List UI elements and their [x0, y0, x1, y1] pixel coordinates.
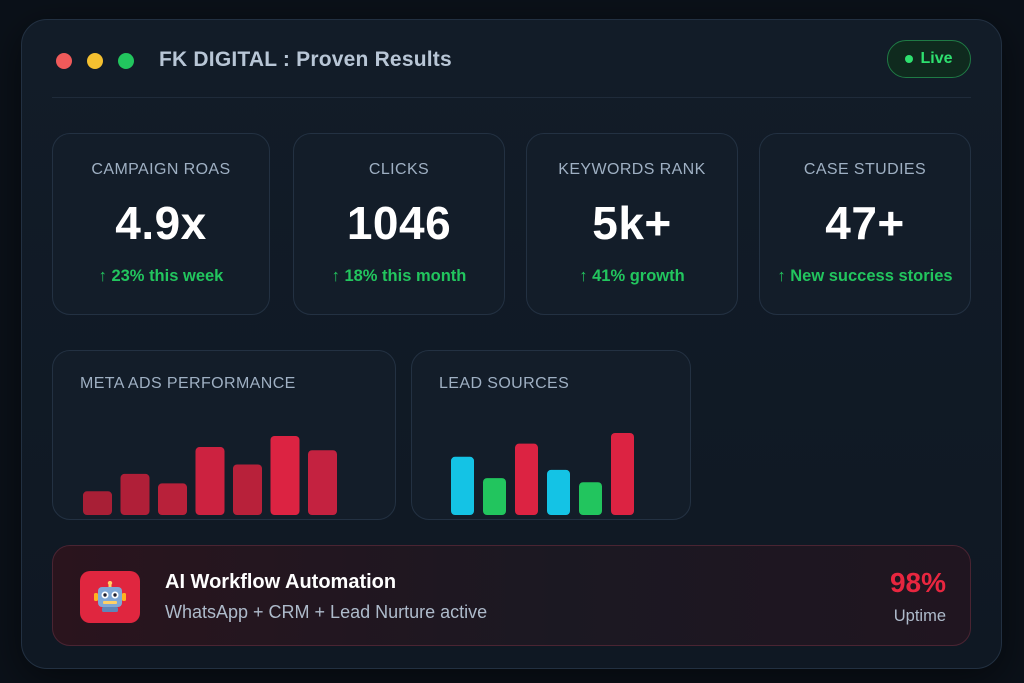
live-indicator-icon: [905, 55, 914, 63]
automation-subtitle: WhatsApp + CRM + Lead Nurture active: [165, 602, 488, 622]
meta-ads-bar-7: [308, 450, 337, 515]
meta-ads-bar-6: [270, 436, 300, 515]
stat-value: 47+: [825, 197, 905, 249]
stat-label: CASE STUDIES: [803, 161, 927, 178]
stat-value: 5k+: [592, 197, 672, 249]
stat-label: CAMPAIGN ROAS: [91, 161, 231, 178]
meta-ads-bar-3: [158, 483, 187, 515]
meta-ads-bar-4: [195, 447, 225, 515]
automation-title: AI Workflow Automation: [165, 571, 397, 593]
chart-card-meta-ads: META ADS PERFORMANCE: [52, 350, 396, 520]
stat-delta: ↑ 41% growth: [579, 267, 685, 285]
chart-title: LEAD SOURCES: [439, 375, 570, 392]
stat-value: 1046: [346, 197, 452, 249]
lead-source-bar-6: [611, 433, 634, 515]
stat-value: 4.9x: [115, 197, 207, 249]
close-window-button[interactable]: [56, 53, 72, 69]
stat-card-campaign-roas: CAMPAIGN ROAS 4.9x ↑ 23% this week: [52, 133, 270, 315]
meta-ads-bar-2: [120, 473, 150, 515]
uptime-label: Uptime: [893, 607, 946, 625]
uptime-value: 98%: [889, 567, 946, 598]
meta-ads-bar-5: [233, 464, 262, 515]
stat-label: KEYWORDS RANK: [558, 161, 706, 178]
stat-card-clicks: CLICKS 1046 ↑ 18% this month: [293, 133, 505, 315]
meta-ads-bar-1: [83, 491, 112, 515]
lead-source-bar-4: [547, 469, 570, 515]
minimize-window-button[interactable]: [87, 53, 103, 69]
chart-card-lead-sources: LEAD SOURCES: [411, 350, 691, 520]
dashboard-window: FK DIGITAL : Proven Results Live CAMPAIG…: [21, 19, 1002, 669]
lead-sources-bar-chart: [451, 433, 634, 515]
robot-icon: [80, 571, 140, 623]
stat-delta: ↑ New success stories: [777, 267, 953, 285]
stat-delta: ↑ 23% this week: [98, 267, 224, 285]
lead-source-bar-2: [483, 478, 506, 515]
window-title: FK DIGITAL : Proven Results: [159, 48, 452, 71]
maximize-window-button[interactable]: [118, 53, 134, 69]
lead-source-bar-1: [451, 456, 474, 515]
stat-label: CLICKS: [368, 161, 430, 178]
lead-source-bar-3: [515, 443, 538, 515]
stat-card-keywords-rank: KEYWORDS RANK 5k+ ↑ 41% growth: [526, 133, 738, 315]
meta-ads-bar-chart: [83, 436, 337, 515]
ai-automation-card: AI Workflow Automation WhatsApp + CRM + …: [52, 545, 971, 646]
live-label: Live: [920, 50, 953, 67]
stat-card-case-studies: CASE STUDIES 47+ ↑ New success stories: [759, 133, 971, 315]
title-bar: FK DIGITAL : Proven Results Live: [22, 20, 1001, 98]
stat-delta: ↑ 18% this month: [331, 267, 467, 285]
title-divider: [52, 97, 971, 98]
chart-title: META ADS PERFORMANCE: [80, 375, 296, 392]
live-status-badge: Live: [887, 40, 971, 78]
lead-source-bar-5: [579, 482, 602, 515]
